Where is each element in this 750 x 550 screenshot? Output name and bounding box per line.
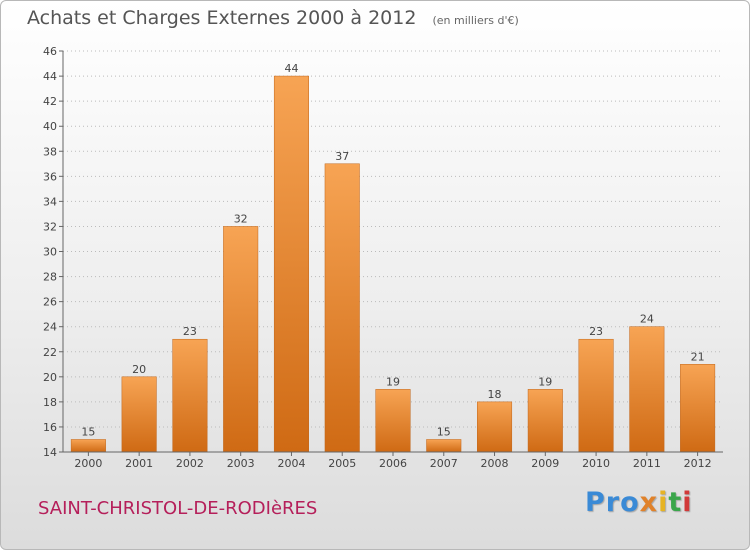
y-tick-label: 42 [43, 95, 57, 108]
logo-part-5: i [682, 487, 693, 518]
y-tick-label: 34 [43, 195, 57, 208]
data-label: 23 [589, 325, 603, 338]
y-tick-label: 32 [43, 220, 57, 233]
bar [527, 389, 563, 453]
x-tick-label: 2003 [227, 457, 255, 470]
logo-part-3: i [658, 487, 669, 518]
y-tick-label: 18 [43, 396, 57, 409]
data-label: 24 [640, 313, 654, 326]
logo-part-1: Pro [585, 487, 640, 518]
x-tick-label: 2002 [176, 457, 204, 470]
bar [426, 439, 462, 453]
chart-title-text: Achats et Charges Externes 2000 à 2012 [27, 7, 417, 29]
y-tick-label: 44 [43, 70, 57, 83]
bar [375, 389, 411, 453]
x-tick-label: 2000 [74, 457, 102, 470]
y-tick-label: 16 [43, 421, 57, 434]
logo-part-2: x [639, 487, 659, 518]
y-tick-label: 22 [43, 346, 57, 359]
x-tick-label: 2006 [379, 457, 407, 470]
bar [70, 439, 106, 453]
x-tick-label: 2010 [582, 457, 610, 470]
y-tick-label: 24 [43, 321, 57, 334]
data-label: 15 [437, 425, 451, 438]
y-tick-label: 14 [43, 446, 57, 459]
x-tick-label: 2007 [430, 457, 458, 470]
logo-part-4: t [668, 487, 683, 518]
x-tick-label: 2008 [481, 457, 509, 470]
x-tick-label: 2005 [328, 457, 356, 470]
bar [578, 338, 614, 453]
y-tick-label: 46 [43, 45, 57, 58]
bar [121, 376, 157, 453]
data-label: 21 [691, 350, 705, 363]
data-label: 44 [284, 62, 298, 75]
bar [273, 75, 309, 453]
x-tick-label: 2012 [684, 457, 712, 470]
y-tick-label: 36 [43, 170, 57, 183]
chart-subtitle: (en milliers d'€) [432, 14, 519, 27]
proxiti-logo[interactable]: Proxiti [585, 487, 693, 518]
bar [680, 364, 716, 453]
chart-title: Achats et Charges Externes 2000 à 2012 (… [27, 7, 519, 29]
grid-lines [63, 50, 723, 428]
commune-name: SAINT-CHRISTOL-DE-RODIèRES [38, 498, 318, 519]
data-label: 15 [81, 425, 95, 438]
x-tick-label: 2004 [277, 457, 305, 470]
data-label: 19 [538, 375, 552, 388]
y-tick-label: 20 [43, 371, 57, 384]
data-label: 37 [335, 150, 349, 163]
data-label: 23 [183, 325, 197, 338]
y-tick-label: 40 [43, 120, 57, 133]
bar [223, 226, 259, 453]
data-label: 20 [132, 363, 146, 376]
y-tick-label: 38 [43, 145, 57, 158]
bar [324, 163, 360, 453]
y-tick-label: 30 [43, 246, 57, 259]
y-tick-label: 28 [43, 271, 57, 284]
x-tick-label: 2009 [531, 457, 559, 470]
y-tick-label: 26 [43, 296, 57, 309]
bar [477, 401, 513, 453]
bar [629, 326, 665, 453]
data-label: 32 [234, 212, 248, 225]
x-tick-label: 2011 [633, 457, 661, 470]
bar [172, 338, 208, 453]
axes: 14 16 18 20 22 24 26 28 30 32 34 36 38 40 42 44 46 2000 20… [43, 45, 723, 470]
bars: 15 20 23 32 44 37 19 15 18 19 23 24 21 [70, 62, 716, 453]
data-label: 19 [386, 375, 400, 388]
data-label: 18 [488, 388, 502, 401]
x-tick-label: 2001 [125, 457, 153, 470]
